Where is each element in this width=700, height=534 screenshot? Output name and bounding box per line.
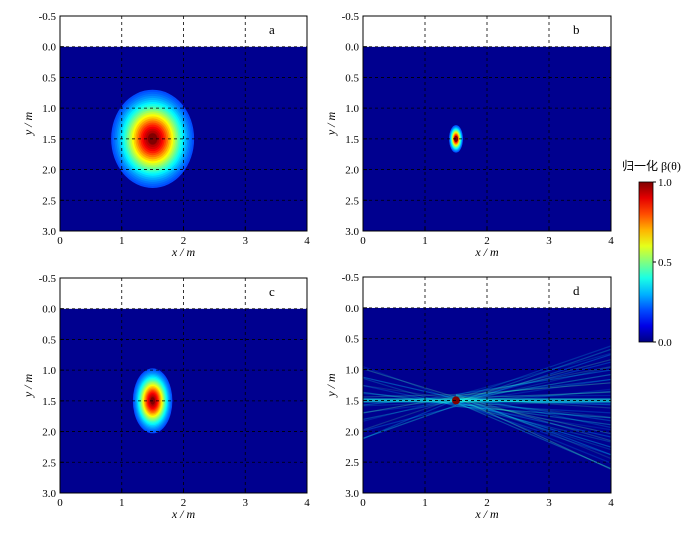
x-axis-label: x / m: [474, 507, 499, 521]
y-tick-label: 2.5: [42, 457, 56, 469]
y-axis-label: y / m: [324, 112, 338, 137]
colorbar-title: 归一化 β(θ): [622, 159, 681, 173]
y-tick-label: -0.5: [342, 272, 360, 284]
y-tick-label: 1.5: [345, 134, 359, 146]
y-tick-label: 1.5: [42, 396, 56, 408]
y-tick-label: 2.0: [345, 426, 359, 438]
colorbar-scale: [638, 181, 654, 343]
x-tick-label: 4: [304, 235, 310, 247]
panels: 0 1 2 3 4 -0.5 0.0 0.5 1.0 1.5 2.0 2.5 3.0 x / m y / m…: [21, 11, 614, 521]
y-tick-label: 1.0: [345, 365, 359, 377]
x-tick-label: 0: [360, 235, 366, 247]
x-tick-label: 3: [546, 235, 552, 247]
interference-streaks: [363, 345, 611, 470]
x-tick-label: 4: [608, 235, 614, 247]
y-tick-label: -0.5: [39, 273, 57, 285]
x-tick-label: 1: [119, 235, 125, 247]
panel-letter: c: [269, 284, 275, 299]
grid: [60, 16, 307, 231]
y-tick-label: -0.5: [342, 11, 360, 23]
y-tick-label: 3.0: [42, 226, 56, 238]
y-tick-label: 1.5: [345, 395, 359, 407]
x-tick-label: 1: [422, 235, 428, 247]
y-tick-label: 0.0: [42, 42, 56, 54]
x-tick-label: 0: [57, 497, 63, 509]
y-tick-label: 3.0: [345, 488, 359, 500]
colorbar-tick-label: 0.0: [658, 337, 672, 349]
x-tick-label: 2: [484, 497, 490, 509]
x-tick-label: 4: [304, 497, 310, 509]
y-tick-label: 2.0: [42, 427, 56, 439]
y-tick-label: 2.0: [42, 165, 56, 177]
x-tick-label: 4: [608, 497, 614, 509]
x-tick-label: 0: [360, 497, 366, 509]
panel-d: 0 1 2 3 4 -0.5 0.0 0.5 1.0 1.5 2.0 2.5 3.0 x / m y / m…: [324, 272, 614, 521]
y-tick-label: 2.0: [345, 165, 359, 177]
x-axis-label: x / m: [171, 507, 196, 521]
x-axis-label: x / m: [474, 245, 499, 259]
y-tick-label: 0.0: [42, 304, 56, 316]
colorbar: 归一化 β(θ) 1.0 0.5 0.0: [622, 159, 681, 349]
y-tick-label: 2.5: [345, 457, 359, 469]
x-tick-label: 2: [181, 497, 187, 509]
y-tick-label: 0.5: [42, 334, 56, 346]
x-tick-label: 3: [243, 235, 249, 247]
y-tick-label: 0.5: [345, 72, 359, 84]
y-tick-label: 0.5: [42, 72, 56, 84]
y-tick-label: 1.0: [42, 365, 56, 377]
y-tick-label: 1.5: [42, 134, 56, 146]
y-tick-label: 1.0: [345, 103, 359, 115]
panel-c: 0 1 2 3 4 -0.5 0.0 0.5 1.0 1.5 2.0 2.5 3.0 x / m y / m…: [21, 273, 310, 521]
panel-letter: d: [573, 283, 580, 298]
intensity-blob: [111, 89, 195, 188]
panel-letter: a: [269, 22, 275, 37]
grid: [60, 278, 307, 493]
y-tick-label: 0.0: [345, 303, 359, 315]
y-tick-label: 0.0: [345, 42, 359, 54]
colorbar-tick-label: 1.0: [658, 177, 672, 189]
x-tick-label: 0: [57, 235, 63, 247]
y-axis-label: y / m: [324, 373, 338, 398]
y-tick-label: 2.5: [42, 195, 56, 207]
x-axis-label: x / m: [171, 245, 196, 259]
y-tick-label: 3.0: [42, 488, 56, 500]
panel-a: 0 1 2 3 4 -0.5 0.0 0.5 1.0 1.5 2.0 2.5 3.0 x / m y / m…: [21, 11, 310, 259]
y-tick-label: -0.5: [39, 11, 57, 23]
x-tick-label: 1: [422, 497, 428, 509]
x-tick-label: 2: [484, 235, 490, 247]
y-axis-label: y / m: [21, 112, 35, 137]
x-tick-label: 1: [119, 497, 125, 509]
x-tick-label: 3: [243, 497, 249, 509]
y-tick-label: 2.5: [345, 195, 359, 207]
grid: [363, 16, 611, 231]
y-axis-label: y / m: [21, 374, 35, 399]
colorbar-tick-label: 0.5: [658, 257, 672, 269]
y-tick-label: 0.5: [345, 334, 359, 346]
x-tick-label: 2: [181, 235, 187, 247]
y-tick-label: 3.0: [345, 226, 359, 238]
x-tick-label: 3: [546, 497, 552, 509]
y-tick-label: 1.0: [42, 103, 56, 115]
panel-letter: b: [573, 22, 580, 37]
grid: [363, 277, 611, 493]
panel-b: 0 1 2 3 4 -0.5 0.0 0.5 1.0 1.5 2.0 2.5 3.0 x / m y / m…: [324, 11, 614, 259]
